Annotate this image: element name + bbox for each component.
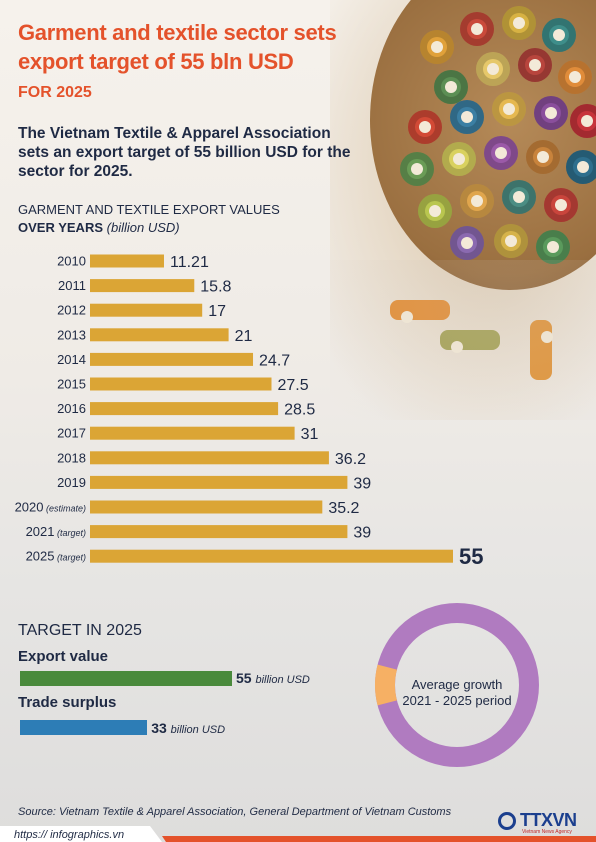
- value-label: 15.8: [200, 279, 231, 296]
- category-label: 2021 (target): [26, 524, 86, 539]
- bar-2019: [90, 475, 348, 489]
- value-label: 24.7: [259, 352, 290, 369]
- chart-subheading: OVER YEARS (billion USD): [18, 220, 180, 235]
- value-label: 39: [353, 475, 371, 492]
- bar-2016: [90, 402, 279, 416]
- ttxvn-logo: TTXVN Vietnam News Agency: [498, 810, 588, 835]
- export-value-amount: 55 billion USD: [236, 670, 310, 686]
- value-label: 31: [301, 426, 319, 443]
- bar-2015: [90, 377, 272, 391]
- logo-mark-icon: [498, 812, 516, 830]
- category-label: 2014: [57, 352, 86, 367]
- intro-text: The Vietnam Textile & Apparel Associatio…: [18, 125, 351, 180]
- logo-text: TTXVN: [520, 810, 577, 830]
- export-values-bar-chart: 2010 11.21 2011 15.8 2012 17 2013 21 2014 24.7 201…: [15, 254, 484, 570]
- bar-2014: [90, 352, 254, 366]
- bar-2025: [90, 549, 453, 563]
- category-label: 2013: [57, 327, 86, 342]
- trade-surplus-label: Trade surplus: [18, 694, 117, 711]
- footer-band: [0, 826, 596, 842]
- donut-caption-line1: Average growth: [411, 677, 503, 692]
- value-label: 39: [353, 525, 371, 542]
- logo-subtext: Vietnam News Agency: [522, 829, 572, 835]
- trade-surplus-bar: [20, 720, 148, 735]
- category-label: 2012: [57, 303, 86, 318]
- donut-caption-line2: 2021 - 2025 period: [402, 693, 512, 708]
- category-label: 2010: [57, 254, 86, 269]
- export-value-bar: [20, 671, 232, 686]
- value-label: 36.2: [335, 451, 366, 468]
- bar-2018: [90, 451, 329, 465]
- trade-surplus-unit: billion USD: [170, 724, 226, 736]
- donut-caption: Average growth 2021 - 2025 period: [380, 677, 534, 709]
- export-value-number: 55: [236, 670, 252, 686]
- bar-2010: [90, 254, 164, 268]
- average-growth-donut: [375, 603, 539, 767]
- bar-2013: [90, 328, 229, 342]
- bar-2012: [90, 303, 203, 317]
- export-value-unit: billion USD: [255, 674, 310, 686]
- category-label: 2017: [57, 426, 86, 441]
- source-note: Source: Vietnam Textile & Apparel Associ…: [18, 806, 452, 818]
- value-label: 17: [208, 303, 226, 320]
- category-label: 2025 (target): [26, 549, 86, 564]
- bar-2020: [90, 500, 323, 514]
- chart-subheading-bold: OVER YEARS: [18, 220, 104, 235]
- value-label: 28.5: [284, 402, 315, 419]
- value-label: 21: [235, 328, 253, 345]
- value-label: 55: [459, 544, 483, 569]
- page-title: Garment and textile sector sets export t…: [18, 20, 337, 74]
- category-label: 2015: [57, 377, 86, 392]
- trade-surplus-amount: 33 billion USD: [151, 720, 225, 736]
- bar-2021: [90, 525, 348, 539]
- bar-2017: [90, 426, 295, 440]
- value-label: 35.2: [328, 500, 359, 517]
- value-label: 11.21: [170, 254, 209, 271]
- category-label: 2019: [57, 475, 86, 490]
- category-label: 2018: [57, 450, 86, 465]
- donut-accent-segment: [375, 603, 539, 767]
- category-label: 2016: [57, 401, 86, 416]
- thread-spools-photo: [330, 0, 596, 420]
- chart-heading: GARMENT AND TEXTILE EXPORT VALUES: [18, 202, 280, 217]
- website-link[interactable]: https:// infographics.vn: [14, 829, 125, 841]
- category-label: 2020 (estimate): [15, 500, 86, 515]
- export-value-label: Export value: [18, 648, 109, 665]
- trade-surplus-number: 33: [151, 720, 167, 736]
- target-heading: TARGET IN 2025: [18, 622, 142, 639]
- bar-2011: [90, 279, 195, 293]
- value-label: 27.5: [278, 377, 309, 394]
- category-label: 2011: [58, 278, 86, 293]
- page-subtitle: FOR 2025: [18, 84, 92, 101]
- chart-unit: (billion USD): [106, 220, 180, 235]
